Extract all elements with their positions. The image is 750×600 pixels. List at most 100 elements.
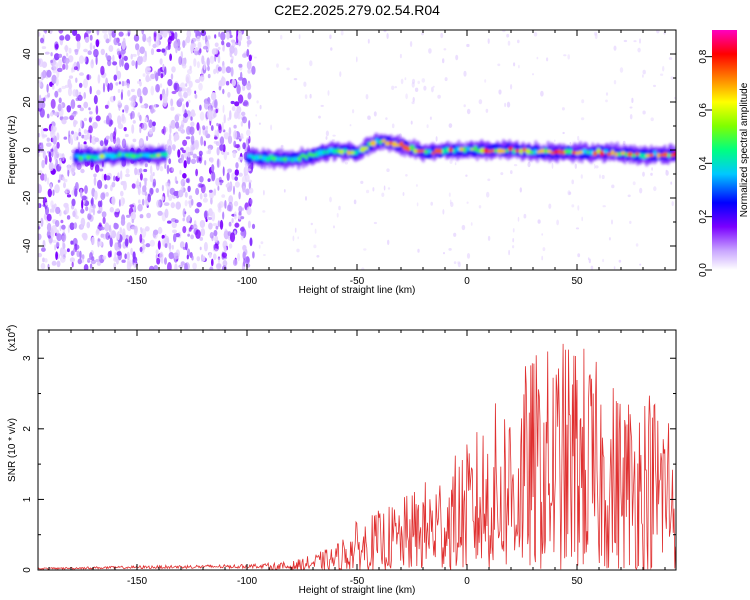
spectrogram-noise-speckle	[50, 98, 56, 109]
spectrogram-noise-speckle	[168, 133, 172, 142]
spectrogram-faint-speckle	[435, 136, 438, 142]
spectrogram-faint-speckle	[360, 180, 364, 184]
spectrogram-noise-speckle	[202, 125, 206, 131]
spectrogram-noise-speckle	[207, 65, 210, 72]
spectrogram-faint-speckle	[352, 109, 355, 114]
spectrogram-noise-speckle	[115, 82, 119, 86]
spectrogram-noise-speckle	[246, 129, 251, 137]
spectrogram-noise-speckle	[69, 156, 72, 160]
spectrogram-noise-speckle	[119, 58, 122, 68]
spectrogram-noise-speckle	[240, 121, 244, 127]
spectrogram-faint-speckle	[613, 45, 617, 51]
spectrogram-faint-speckle	[367, 115, 371, 120]
spectrogram-faint-speckle	[296, 248, 300, 253]
spectrogram-noise-speckle	[221, 252, 227, 258]
spectrogram-noise-speckle	[216, 122, 219, 127]
spectrogram-noise-speckle	[121, 80, 125, 87]
spectrogram-noise-speckle	[104, 104, 109, 109]
spectrogram-noise-speckle	[198, 82, 203, 91]
spectrogram-noise-speckle	[96, 261, 101, 266]
spectrogram-noise-speckle	[74, 110, 78, 115]
spectrogram-faint-speckle	[449, 199, 452, 205]
spectrogram-signal-peak	[470, 147, 474, 151]
spectrogram-noise-speckle	[41, 101, 46, 109]
spectrogram-noise-speckle	[40, 217, 44, 227]
spectrogram-noise-speckle	[142, 86, 148, 96]
spectrogram-noise-speckle	[121, 259, 126, 263]
spectrogram-faint-speckle	[426, 124, 429, 129]
spectrogram-signal-peak	[497, 148, 503, 154]
spectrogram-noise-speckle	[67, 169, 70, 177]
spectrogram-faint-speckle	[541, 255, 544, 261]
spectrogram-noise-speckle	[199, 176, 204, 183]
spectrogram-noise-speckle	[46, 213, 52, 222]
spectrogram-faint-speckle	[639, 263, 642, 266]
spectrogram-faint-speckle	[466, 108, 471, 115]
spectrogram-noise-speckle	[93, 45, 96, 50]
spectrogram-noise-speckle	[105, 38, 110, 44]
spectrogram-noise-speckle	[246, 35, 251, 40]
snr-y-multiplier-close: )	[7, 325, 18, 328]
spectrogram-faint-speckle	[650, 172, 653, 176]
spectrogram-signal-peak	[455, 147, 460, 152]
spectrogram-noise-speckle	[218, 31, 221, 38]
spectrogram-noise-speckle	[141, 30, 145, 35]
spectrogram-noise-speckle	[148, 128, 153, 135]
spectrogram-noise-speckle	[143, 168, 148, 173]
spectrogram-noise-speckle	[124, 62, 130, 71]
spectrogram-noise-speckle	[199, 193, 203, 200]
spectrogram-noise-speckle	[175, 201, 181, 210]
spectrogram-faint-speckle	[502, 30, 506, 33]
spectrogram-noise-speckle	[114, 208, 120, 213]
spectrogram-signal-peak	[512, 148, 517, 154]
spectrogram-noise-speckle	[244, 163, 249, 167]
spectrogram-noise-speckle	[95, 115, 101, 122]
spectrogram-noise-speckle	[92, 204, 96, 209]
spectrogram-noise-speckle	[208, 208, 213, 217]
spectrogram-noise-speckle	[207, 178, 211, 183]
spectrogram-noise-speckle	[215, 64, 220, 74]
spectrogram-faint-speckle	[293, 78, 298, 81]
spectrogram-noise-speckle	[182, 139, 188, 147]
spectrogram-noise-speckle	[81, 195, 87, 201]
spectrogram-noise-speckle	[58, 97, 62, 104]
spectrogram-faint-speckle	[639, 187, 643, 194]
spectrogram-noise-speckle	[193, 58, 197, 67]
spectrogram-faint-speckle	[255, 114, 258, 117]
spectrogram-faint-speckle	[340, 30, 344, 36]
spectrogram-noise-speckle	[88, 111, 93, 115]
spectrogram-faint-speckle	[258, 122, 261, 125]
spectrogram-faint-speckle	[478, 205, 482, 209]
spectrogram-noise-speckle	[223, 132, 230, 140]
spectrogram-noise-speckle	[196, 202, 202, 208]
spectrogram-signal-peak	[441, 148, 446, 155]
spectrogram-noise-speckle	[120, 91, 123, 101]
spectrogram-faint-speckle	[629, 106, 633, 109]
spectrogram-noise-speckle	[75, 77, 78, 83]
spectrogram-noise-speckle	[204, 130, 208, 136]
spectrogram-faint-speckle	[629, 220, 632, 224]
spectrogram-faint-speckle	[580, 174, 583, 179]
spectrogram-noise-speckle	[234, 222, 240, 228]
spectrogram-noise-speckle	[210, 197, 213, 205]
spectrogram-faint-speckle	[512, 228, 515, 233]
spectrogram-noise-speckle	[152, 121, 156, 127]
spectrogram-noise-speckle	[92, 121, 98, 129]
spectrogram-noise-speckle	[217, 158, 220, 169]
spectrogram-noise-speckle	[155, 83, 161, 93]
spectrogram-noise-speckle	[93, 95, 98, 105]
spectrogram-noise-speckle	[199, 236, 204, 241]
spectrogram-signal-peak	[381, 139, 386, 143]
spectrogram-noise-speckle	[173, 190, 179, 197]
spectrogram-signal-peak	[483, 148, 489, 154]
spectrogram-y-tick-label: -20	[22, 190, 33, 205]
spectrogram-noise-speckle	[40, 37, 44, 44]
spectrogram-noise-speckle	[201, 55, 205, 65]
spectrogram-noise-speckle	[84, 185, 88, 194]
spectrogram-faint-speckle	[383, 185, 386, 191]
spectrogram-noise-speckle	[237, 32, 243, 42]
spectrogram-faint-speckle	[571, 179, 574, 185]
spectrogram-noise-speckle	[172, 229, 177, 234]
spectrogram-noise-speckle	[139, 56, 143, 65]
spectrogram-faint-speckle	[632, 181, 636, 186]
